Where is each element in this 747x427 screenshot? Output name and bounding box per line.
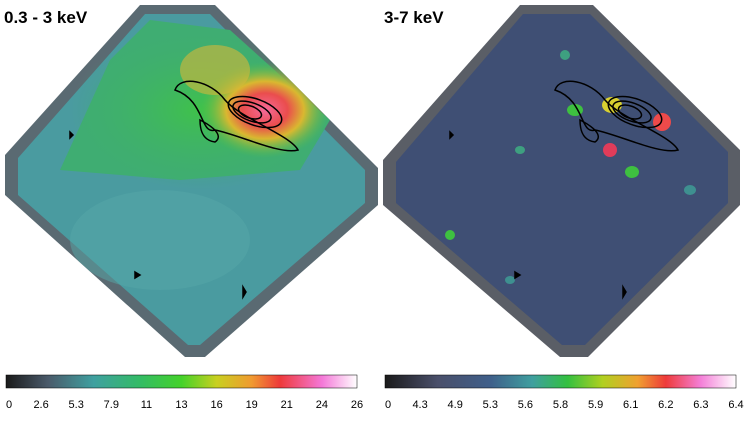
colorbar-tick-label: 5.3 (483, 399, 498, 411)
hard-band-image (383, 5, 740, 357)
colorbar-tick-label: 6.1 (623, 399, 638, 411)
colorbar-tick-label: 5.6 (518, 399, 533, 411)
contours (69, 80, 680, 300)
colorbar-tick-label: 19 (246, 399, 258, 411)
colorbar-tick-label: 16 (210, 399, 222, 411)
colorbar-tick-label: 6.2 (658, 399, 673, 411)
colorbar-tick-label: 7.9 (104, 399, 119, 411)
colorbar-tick-label: 26 (351, 399, 363, 411)
colorbar-tick-label: 21 (281, 399, 293, 411)
colorbar-tick-label: 0 (385, 399, 391, 411)
colorbar-tick-label: 2.6 (33, 399, 48, 411)
panel-title: 3-7 keV (384, 8, 444, 27)
colorbar-tick-label: 6.4 (728, 399, 743, 411)
colorbar-tick-label: 4.3 (412, 399, 427, 411)
colorbar-tick-label: 5.9 (588, 399, 603, 411)
colorbar (384, 374, 737, 389)
colorbar-tick-label: 6.3 (693, 399, 708, 411)
colorbar-tick-label: 4.9 (448, 399, 463, 411)
colorbar-tick-label: 5.3 (69, 399, 84, 411)
colorbar-tick-label: 0 (6, 399, 12, 411)
colorbar-tick-label: 5.8 (553, 399, 568, 411)
colorbar-tick-label: 13 (175, 399, 187, 411)
colorbar-tick-label: 24 (316, 399, 328, 411)
colorbar-ticks: 0 2.6 5.3 7.9 11 13 16 19 21 24 26 0 4.3 4.9 5.3 5.6 5.8… (6, 399, 744, 411)
colorbar (5, 374, 358, 389)
panel-title: 0.3 - 3 keV (4, 8, 88, 27)
colorbar-tick-label: 11 (141, 399, 152, 411)
soft-band-image (5, 5, 378, 357)
